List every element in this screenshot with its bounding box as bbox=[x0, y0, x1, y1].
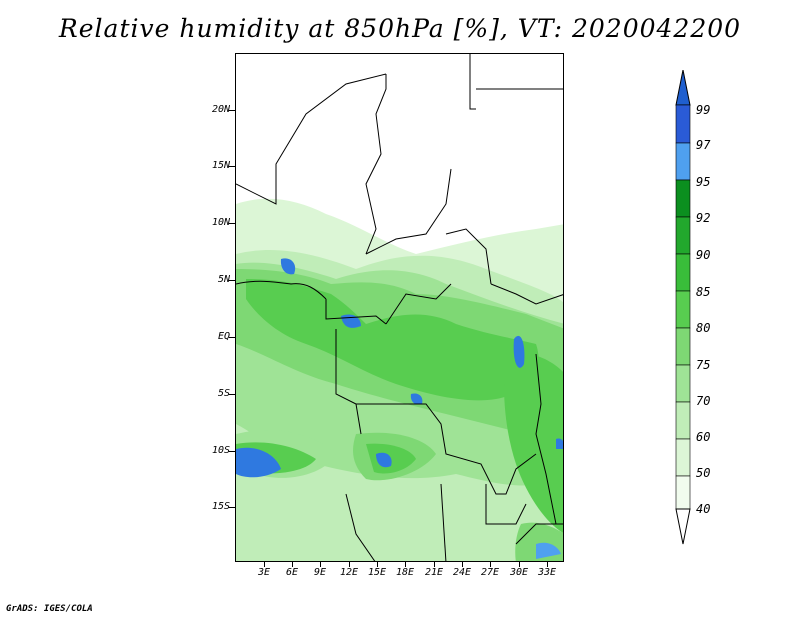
lon-label: 33E bbox=[537, 567, 557, 578]
colorbar-segment bbox=[675, 104, 691, 144]
colorbar-label: 40 bbox=[696, 502, 711, 516]
lon-label: 30E bbox=[509, 567, 529, 578]
lon-tick bbox=[292, 562, 293, 567]
lat-tick bbox=[229, 166, 235, 167]
colorbar-segment bbox=[675, 179, 691, 218]
colorbar-label: 99 bbox=[696, 103, 711, 117]
lon-label: 12E bbox=[339, 567, 359, 578]
lat-label: 15N bbox=[211, 160, 230, 171]
lat-tick bbox=[229, 280, 235, 281]
lon-tick bbox=[264, 562, 265, 567]
lon-label: 3E bbox=[257, 567, 271, 578]
lat-label: 20N bbox=[211, 104, 230, 115]
lat-tick bbox=[229, 451, 235, 452]
colorbar bbox=[675, 70, 691, 545]
lon-tick bbox=[349, 562, 350, 567]
colorbar-segment bbox=[675, 253, 691, 292]
map-panel bbox=[235, 53, 564, 562]
colorbar-label: 92 bbox=[696, 211, 711, 225]
lon-tick bbox=[462, 562, 463, 567]
lat-label: 5N bbox=[217, 274, 230, 285]
lon-label: 18E bbox=[395, 567, 415, 578]
colorbar-segment bbox=[675, 327, 691, 366]
software-credit: GrADS: IGES/COLA bbox=[6, 604, 93, 614]
humidity-field bbox=[236, 54, 563, 561]
lat-tick bbox=[229, 507, 235, 508]
lat-label: EQ bbox=[217, 331, 230, 342]
humidity-shading bbox=[236, 198, 563, 561]
colorbar-top-arrow bbox=[675, 70, 691, 106]
lon-label: 24E bbox=[452, 567, 472, 578]
lat-tick bbox=[229, 394, 235, 395]
colorbar-segment bbox=[675, 401, 691, 440]
colorbar-label: 75 bbox=[696, 358, 711, 372]
lon-label: 27E bbox=[480, 567, 500, 578]
lon-tick bbox=[519, 562, 520, 567]
colorbar-label: 80 bbox=[696, 321, 711, 335]
lat-label: 10N bbox=[211, 217, 230, 228]
lat-label: 15S bbox=[211, 501, 230, 512]
lat-tick bbox=[229, 110, 235, 111]
lat-label: 5S bbox=[217, 388, 230, 399]
colorbar-label: 97 bbox=[696, 138, 711, 152]
lon-label: 21E bbox=[424, 567, 444, 578]
colorbar-segment bbox=[675, 290, 691, 329]
colorbar-bottom-arrow bbox=[675, 508, 691, 545]
country-borders bbox=[236, 54, 563, 561]
colorbar-segment bbox=[675, 438, 691, 477]
colorbar-segment bbox=[675, 142, 691, 181]
colorbar-label: 95 bbox=[696, 175, 711, 189]
lon-tick bbox=[547, 562, 548, 567]
lon-tick bbox=[405, 562, 406, 567]
lat-label: 10S bbox=[211, 445, 230, 456]
lon-tick bbox=[377, 562, 378, 567]
colorbar-label: 90 bbox=[696, 248, 711, 262]
lon-tick bbox=[320, 562, 321, 567]
map-title: Relative humidity at 850hPa [%], VT: 202… bbox=[58, 14, 742, 43]
lon-label: 15E bbox=[367, 567, 387, 578]
lon-tick bbox=[434, 562, 435, 567]
colorbar-label: 60 bbox=[696, 430, 711, 444]
colorbar-segment bbox=[675, 364, 691, 403]
lat-tick bbox=[229, 223, 235, 224]
colorbar-segment bbox=[675, 216, 691, 255]
colorbar-label: 70 bbox=[696, 394, 711, 408]
lon-tick bbox=[490, 562, 491, 567]
lat-tick bbox=[229, 337, 235, 338]
colorbar-label: 85 bbox=[696, 285, 711, 299]
colorbar-label: 50 bbox=[696, 466, 711, 480]
colorbar-segment bbox=[675, 475, 691, 510]
lon-label: 6E bbox=[285, 567, 299, 578]
lon-label: 9E bbox=[313, 567, 327, 578]
